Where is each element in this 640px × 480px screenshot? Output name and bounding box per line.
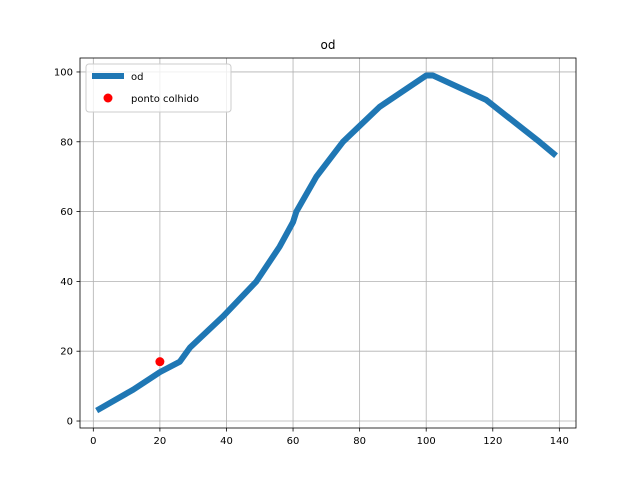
x-tick-label: 100 <box>417 436 436 447</box>
y-axis: 0 20 40 60 80 100 <box>54 67 80 428</box>
x-axis: 0 20 40 60 80 100 120 140 <box>90 428 569 447</box>
y-tick-label: 40 <box>60 277 73 288</box>
x-tick-label: 60 <box>287 436 300 447</box>
legend: od ponto colhido <box>85 63 232 113</box>
x-tick-label: 140 <box>550 436 569 447</box>
series-line-od <box>95 72 558 414</box>
x-tick-label: 120 <box>483 436 502 447</box>
chart-title: od <box>321 38 336 52</box>
y-tick-label: 20 <box>60 347 73 358</box>
x-tick-label: 0 <box>90 436 96 447</box>
x-tick-label: 80 <box>353 436 366 447</box>
x-tick-label: 40 <box>220 436 233 447</box>
y-tick-label: 0 <box>67 417 73 428</box>
y-tick-label: 60 <box>60 207 73 218</box>
series-layer <box>95 72 558 414</box>
legend-label-od: od <box>131 72 143 83</box>
x-tick-label: 20 <box>154 436 167 447</box>
y-tick-label: 80 <box>60 137 73 148</box>
plot-frame <box>79 57 577 429</box>
y-tick-label: 100 <box>54 67 73 78</box>
grid <box>80 58 576 428</box>
plot-area <box>80 58 576 428</box>
legend-label-ponto-colhido: ponto colhido <box>131 94 199 105</box>
legend-swatch-ponto-colhido <box>103 93 113 103</box>
data-point-ponto-colhido <box>155 357 165 367</box>
